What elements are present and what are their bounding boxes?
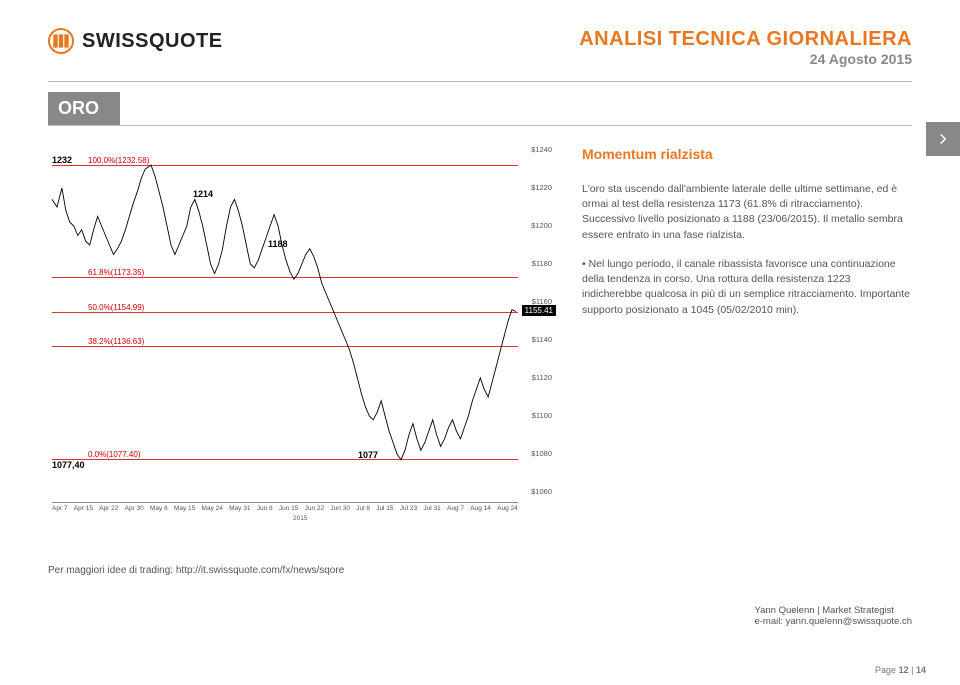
- chart-x-tick: Aug 24: [497, 505, 518, 512]
- logo-text: SWISSQUOTE: [82, 30, 223, 53]
- page-sep: |: [911, 665, 913, 675]
- price-chart: $1060$1080$1100$1120$1140$1160$1180$1200…: [48, 144, 558, 514]
- chart-x-tick: Apr 22: [99, 505, 118, 512]
- author-email: e-mail: yann.quelenn@swissquote.ch: [754, 616, 912, 627]
- chart-x-tick: Aug 14: [470, 505, 491, 512]
- author-name: Yann Quelenn | Market Strategist: [754, 605, 912, 616]
- chart-x-tick: May 15: [174, 505, 195, 512]
- chart-x-tick: Jul 31: [423, 505, 440, 512]
- chart-x-tick: May 31: [229, 505, 250, 512]
- chart-x-tick: Jul 8: [356, 505, 370, 512]
- arrow-right-icon: [934, 130, 952, 148]
- chart-x-tick: May 8: [150, 505, 168, 512]
- doc-title-date: 24 Agosto 2015: [579, 51, 912, 67]
- chart-x-axis: Apr 7 Apr 15 Apr 22 Apr 30 May 8 May 15 May 24…: [52, 502, 518, 512]
- page-label: Page: [875, 665, 896, 675]
- footer-link: Per maggiori idee di trading: http://it.…: [48, 565, 344, 576]
- doc-title-main: ANALISI TECNICA GIORNALIERA: [579, 28, 912, 51]
- chart-x-tick: Jun 8: [257, 505, 273, 512]
- content-row: $1060$1080$1100$1120$1140$1160$1180$1200…: [0, 126, 960, 514]
- author-block: Yann Quelenn | Market Strategist e-mail:…: [754, 605, 912, 627]
- chart-x-tick: Apr 7: [52, 505, 68, 512]
- doc-title: ANALISI TECNICA GIORNALIERA 24 Agosto 20…: [579, 28, 912, 67]
- logo: SWISSQUOTE: [48, 28, 223, 54]
- page-current: 12: [899, 665, 909, 675]
- momentum-heading: Momentum rialzista: [582, 146, 912, 162]
- divider: [48, 81, 912, 82]
- chart-x-year: 2015: [293, 515, 307, 522]
- chart-x-tick: Jun 22: [305, 505, 325, 512]
- paragraph-1: L'oro sta uscendo dall'ambiente laterale…: [582, 182, 912, 243]
- page-total: 14: [916, 665, 926, 675]
- logo-icon: [48, 28, 74, 54]
- chart-x-tick: Jul 15: [376, 505, 393, 512]
- next-arrow-badge[interactable]: [926, 122, 960, 156]
- chart-x-tick: Aug 7: [447, 505, 464, 512]
- chart-x-tick: Apr 30: [125, 505, 144, 512]
- chart-x-tick: Jul 23: [400, 505, 417, 512]
- chart-column: $1060$1080$1100$1120$1140$1160$1180$1200…: [48, 144, 558, 514]
- paragraph-2: • Nel lungo periodo, il canale ribassist…: [582, 257, 912, 318]
- chart-x-tick: May 24: [202, 505, 223, 512]
- section-title: ORO: [48, 92, 120, 125]
- chart-svg: [48, 144, 558, 514]
- chart-x-tick: Jun 15: [279, 505, 299, 512]
- analysis-column: Momentum rialzista L'oro sta uscendo dal…: [582, 144, 912, 514]
- page-number: Page 12 | 14: [875, 665, 926, 675]
- chart-x-tick: Jun 30: [330, 505, 350, 512]
- header: SWISSQUOTE ANALISI TECNICA GIORNALIERA 2…: [0, 0, 960, 73]
- chart-x-tick: Apr 15: [74, 505, 93, 512]
